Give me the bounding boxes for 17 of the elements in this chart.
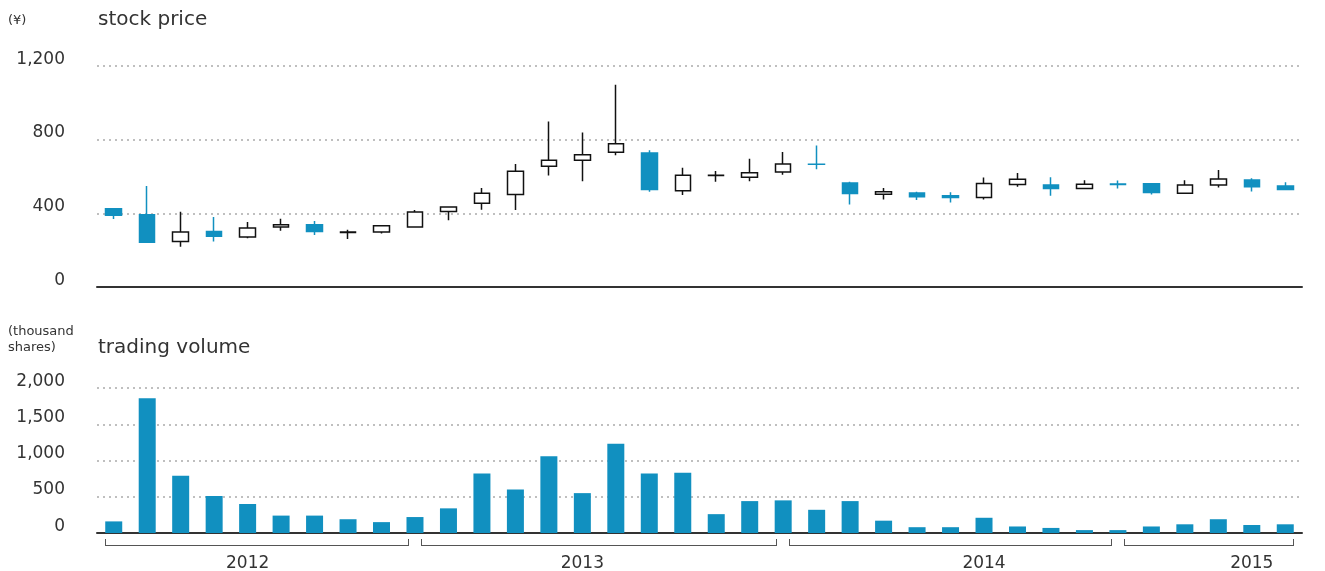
y-tick-label: 1,000 — [16, 442, 65, 462]
y-tick-label: 0 — [54, 268, 65, 289]
x-tick-label: 2015 — [1230, 551, 1274, 571]
y-axis-title: (¥) — [8, 11, 27, 27]
chart-title: stock price — [98, 6, 208, 30]
y-tick-label: 1,200 — [16, 47, 65, 68]
y-tick-label: 800 — [32, 121, 65, 142]
y-tick-label: 2,000 — [16, 369, 65, 390]
x-tick-label: 2014 — [962, 551, 1006, 571]
chart-title: trading volume — [98, 334, 251, 358]
y-tick-label: 1,500 — [16, 405, 65, 426]
x-tick-label: 2012 — [225, 551, 270, 571]
x-tick-label: 2013 — [560, 551, 604, 571]
y-tick-label: 400 — [32, 194, 65, 215]
y-axis-title: (thousand shares) — [8, 322, 78, 354]
y-tick-label: 500 — [32, 478, 65, 499]
y-tick-label: 0 — [54, 514, 65, 535]
